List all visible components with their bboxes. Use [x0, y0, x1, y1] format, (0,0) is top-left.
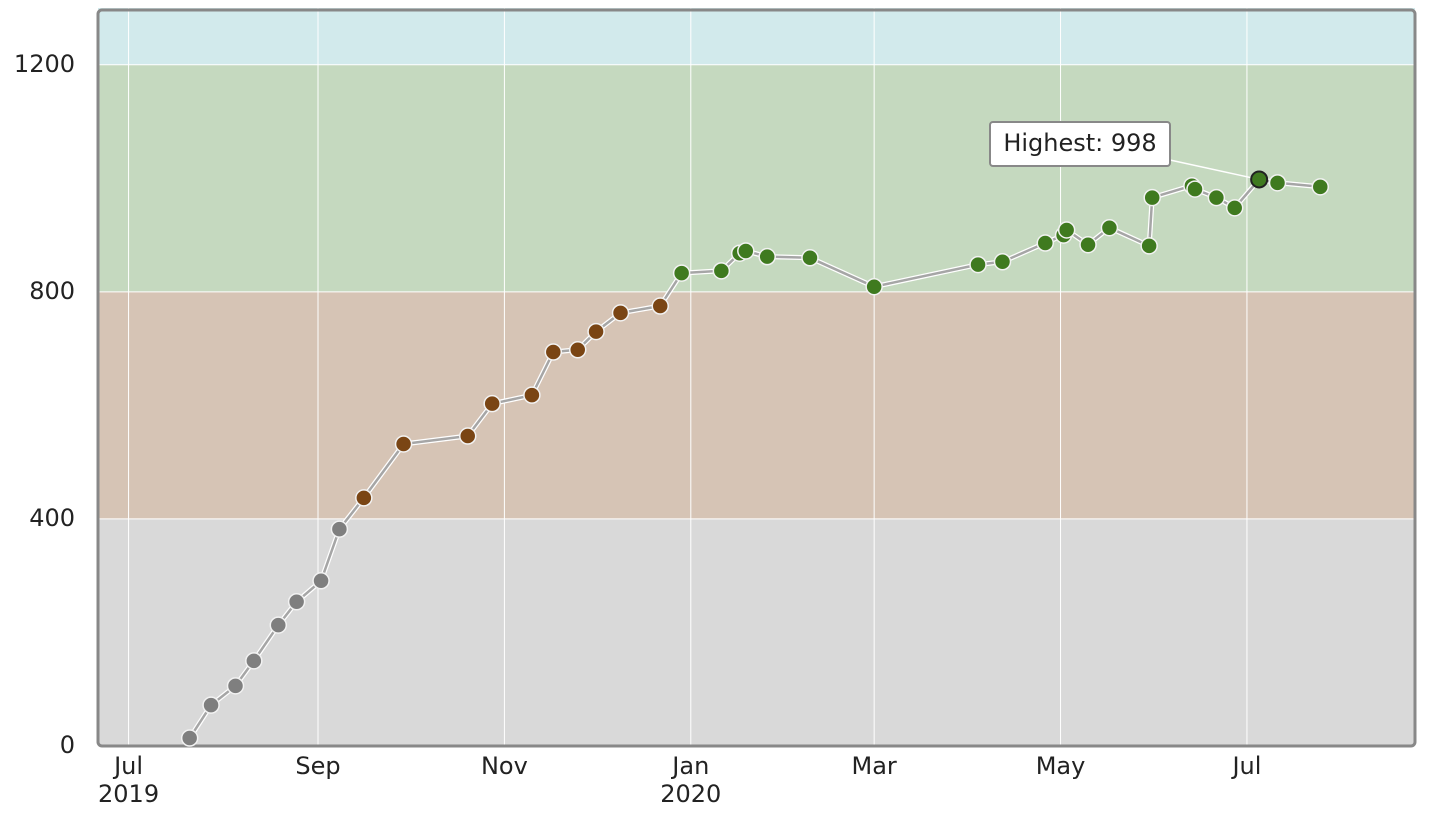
band [98, 8, 1415, 65]
x-tick-label: Nov [481, 752, 528, 780]
annotation-box [989, 121, 1171, 167]
point [712, 262, 731, 280]
x-tick-year: 2019 [98, 780, 159, 808]
x-tick-label: Mar [852, 752, 897, 780]
x-tick-label: Jan [670, 752, 709, 780]
point [587, 322, 605, 341]
point [1311, 178, 1330, 196]
point [865, 277, 883, 296]
point [801, 249, 819, 267]
point [458, 427, 477, 445]
point [269, 616, 288, 634]
x-tick-label: Jul [112, 752, 143, 780]
point [523, 386, 541, 404]
x-tick-year: 2020 [660, 780, 721, 808]
point [1143, 188, 1161, 207]
point [737, 242, 755, 260]
point [993, 253, 1012, 271]
point [1207, 188, 1226, 207]
point [1186, 180, 1204, 198]
point [355, 489, 373, 507]
point [1079, 235, 1097, 254]
band [98, 291, 1415, 519]
point [1250, 170, 1269, 189]
point [226, 677, 245, 695]
band [98, 64, 1415, 292]
y-tick-label: 1200 [14, 50, 75, 78]
plot-border [96, 8, 1417, 748]
point [1036, 234, 1055, 252]
point [672, 264, 691, 282]
point [611, 304, 630, 322]
x-tick-label: Sep [295, 752, 340, 780]
x-tick-label: Jul [1230, 752, 1261, 780]
point [312, 572, 330, 590]
point [202, 696, 220, 714]
point [180, 729, 199, 747]
point [245, 652, 263, 670]
annotation-leader [1169, 159, 1260, 181]
y-tick-label: 0 [60, 731, 75, 759]
point [330, 520, 349, 538]
x-tick-label: May [1036, 752, 1086, 780]
point [1225, 199, 1244, 217]
point [1268, 174, 1287, 192]
y-tick-label: 800 [29, 277, 75, 305]
annotation-label: Highest: 998 [1003, 129, 1156, 157]
point [1057, 221, 1076, 239]
point [1140, 237, 1158, 255]
point [969, 255, 987, 274]
point [394, 435, 413, 453]
point [758, 247, 776, 266]
point [287, 593, 306, 611]
band [98, 518, 1415, 746]
point [483, 394, 501, 413]
y-tick-label: 400 [29, 504, 75, 532]
point [1100, 218, 1119, 237]
point [544, 343, 563, 361]
point [568, 341, 587, 359]
point [651, 297, 669, 315]
